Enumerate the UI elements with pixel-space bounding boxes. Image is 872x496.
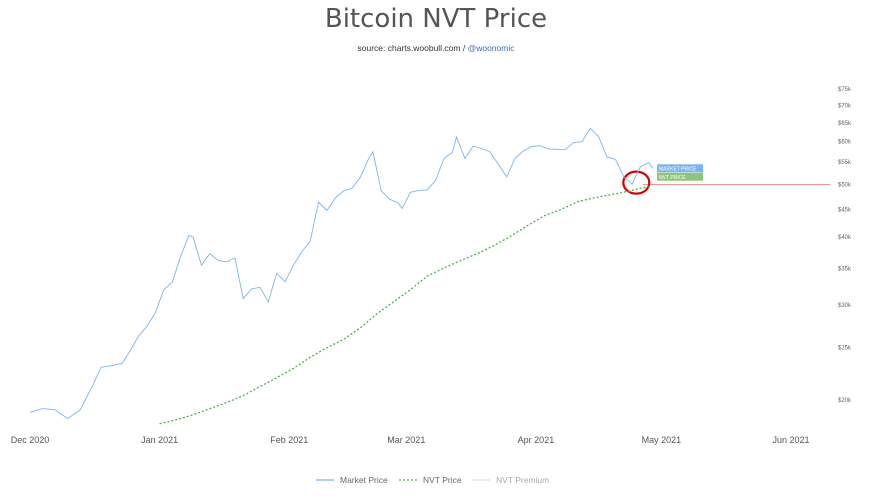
- y-tick-label: $50k: [838, 183, 852, 189]
- y-tick-label: $25k: [838, 346, 852, 352]
- y-tick-label: $70k: [838, 103, 852, 109]
- x-tick-label: May 2021: [642, 435, 682, 445]
- chart-title: Bitcoin NVT Price: [324, 4, 548, 34]
- chart-subtitle: source: charts.woobull.com / @woonomic: [0, 43, 872, 53]
- current-label-market-price: MARKET PRICE: [659, 166, 697, 172]
- x-tick-label: Feb 2021: [270, 435, 308, 445]
- subtitle-source: source: charts.woobull.com /: [357, 43, 468, 53]
- x-tick-label: Apr 2021: [518, 435, 555, 445]
- y-tick-label: $30k: [838, 303, 852, 309]
- current-label-bg: [657, 172, 704, 181]
- current-label-nvt-price: NVT PRICE: [659, 175, 686, 181]
- legend-item-nvt-premium[interactable]: NVT Premium: [472, 475, 549, 485]
- legend-label: NVT Price: [423, 475, 462, 485]
- x-tick-label: Mar 2021: [387, 435, 425, 445]
- legend-label: Market Price: [340, 475, 388, 485]
- x-tick-label: Dec 2020: [11, 435, 50, 445]
- x-axis: Dec 2020 Jan 2021 Feb 2021 Mar 2021 Apr 2021…: [11, 435, 810, 445]
- y-tick-label: $45k: [838, 207, 852, 213]
- y-tick-label: $55k: [838, 160, 852, 166]
- highlight-circle: [622, 170, 651, 195]
- y-tick-label: $40k: [838, 235, 852, 241]
- subtitle-handle-link[interactable]: @woonomic: [467, 43, 515, 53]
- y-tick-label: $20k: [838, 398, 852, 404]
- series-line-market-price[interactable]: [29, 127, 654, 420]
- legend-label: NVT Premium: [496, 475, 549, 485]
- y-tick-label: $35k: [838, 267, 852, 273]
- legend-item-nvt-price[interactable]: NVT Price: [399, 475, 462, 485]
- y-tick-label: $60k: [838, 140, 852, 146]
- legend-item-market-price[interactable]: Market Price: [316, 475, 388, 485]
- current-value-labels: MARKET PRICE NVT PRICE: [657, 164, 704, 181]
- series-line-nvt-price[interactable]: [159, 185, 649, 425]
- series-layer: [29, 127, 654, 425]
- y-axis: $20k $25k $30k $35k $40k $45k $50k $55k $60k $65k…: [838, 87, 852, 404]
- x-tick-label: Jan 2021: [141, 435, 178, 445]
- annotation-layer: [622, 170, 830, 195]
- x-tick-label: Jun 2021: [772, 435, 809, 445]
- y-tick-label: $75k: [838, 87, 852, 93]
- legend[interactable]: Market Price NVT Price NVT Premium: [316, 475, 549, 485]
- current-label-bg: [657, 164, 704, 173]
- y-tick-label: $65k: [838, 121, 852, 127]
